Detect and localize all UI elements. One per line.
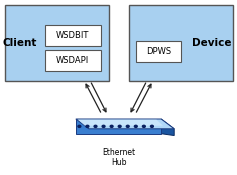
FancyBboxPatch shape: [129, 5, 233, 81]
Polygon shape: [78, 120, 163, 126]
Text: Ethernet
Hub: Ethernet Hub: [102, 148, 135, 167]
FancyBboxPatch shape: [45, 25, 101, 46]
Polygon shape: [76, 119, 161, 134]
FancyBboxPatch shape: [136, 41, 181, 62]
Polygon shape: [161, 119, 174, 135]
Circle shape: [118, 125, 121, 127]
Circle shape: [94, 125, 97, 127]
Circle shape: [78, 125, 81, 127]
Circle shape: [86, 125, 89, 127]
FancyBboxPatch shape: [45, 50, 101, 71]
FancyBboxPatch shape: [5, 5, 109, 81]
Text: WSDBIT: WSDBIT: [56, 30, 89, 40]
Polygon shape: [76, 119, 174, 129]
Circle shape: [142, 125, 145, 127]
Circle shape: [102, 125, 105, 127]
Circle shape: [150, 125, 153, 127]
Text: Client: Client: [3, 38, 37, 48]
Circle shape: [110, 125, 113, 127]
Circle shape: [126, 125, 129, 127]
Text: WSDAPI: WSDAPI: [56, 56, 89, 65]
Text: Device: Device: [192, 38, 232, 48]
Circle shape: [134, 125, 137, 127]
Text: DPWS: DPWS: [146, 47, 171, 56]
